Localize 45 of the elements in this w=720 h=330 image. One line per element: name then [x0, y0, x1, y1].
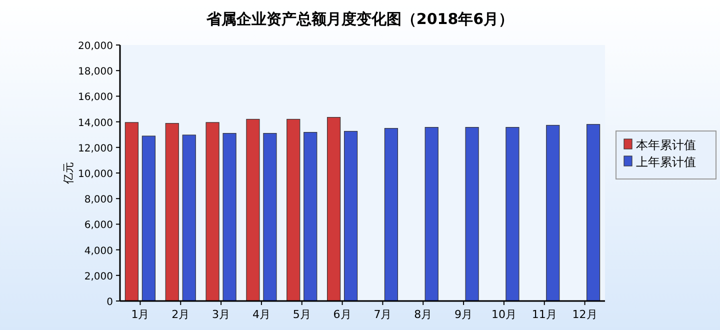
bar [142, 136, 156, 302]
y-tick-label: 18,000 [78, 66, 113, 78]
x-tick-label: 2月 [172, 308, 190, 321]
bar [206, 122, 220, 302]
x-tick-label: 3月 [212, 308, 230, 321]
bar [182, 134, 196, 302]
y-tick-label: 20,000 [78, 41, 113, 52]
x-tick-label: 5月 [292, 308, 311, 321]
bar [124, 122, 139, 302]
bar [506, 127, 520, 302]
bar [424, 127, 438, 302]
y-tick-label: 0 [106, 297, 113, 308]
x-tick-label: 4月 [252, 308, 270, 321]
y-tick-label: 8,000 [84, 194, 113, 206]
bar [246, 118, 260, 302]
bar [263, 133, 277, 302]
y-tick-label: 12,000 [78, 143, 113, 154]
x-tick-label: 6月 [333, 308, 352, 321]
x-tick-label: 7月 [374, 308, 392, 321]
bar [326, 117, 341, 302]
bar [465, 127, 479, 302]
y-tick-label: 4,000 [84, 246, 113, 257]
bar [586, 124, 600, 302]
legend-label: 本年累计值 [636, 138, 696, 152]
y-tick-label: 2,000 [84, 271, 113, 282]
x-tick-label: 10月 [491, 308, 516, 321]
bar [286, 118, 300, 302]
legend-label: 上年累计值 [636, 155, 696, 169]
chart-title: 省属企业资产总额月度变化图（2018年6月） [205, 10, 514, 28]
bar [344, 130, 358, 302]
bar [304, 132, 318, 302]
x-tick-label: 1月 [131, 308, 150, 321]
y-axis-title: 亿元 [62, 162, 75, 185]
y-tick-label: 6,000 [84, 220, 113, 232]
bar [384, 128, 398, 302]
bar [165, 123, 179, 302]
x-tick-label: 9月 [454, 308, 473, 321]
bar [546, 124, 560, 302]
x-tick-label: 8月 [414, 308, 432, 321]
y-tick-label: 16,000 [78, 92, 113, 104]
x-tick-label: 12月 [572, 308, 598, 321]
y-tick-label: 14,000 [78, 118, 113, 129]
x-tick-label: 11月 [532, 308, 557, 321]
y-tick-label: 10,000 [78, 169, 113, 180]
bar [222, 133, 236, 302]
